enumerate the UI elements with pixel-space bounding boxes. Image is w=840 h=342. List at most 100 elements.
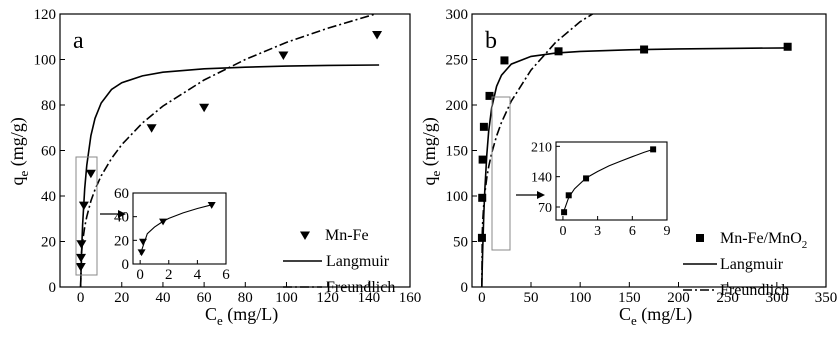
- y-tick-label: 80: [41, 98, 56, 114]
- inset-y-tick-label: 210: [531, 140, 552, 155]
- panel-label: b: [485, 28, 497, 54]
- x-axis-label-base: C: [619, 304, 631, 324]
- x-axis-label: Ce (mg/L): [205, 304, 278, 328]
- inset-x-tick-label: 3: [594, 224, 601, 239]
- x-tick-label: 140: [358, 290, 381, 306]
- inset-data-point: [583, 175, 590, 182]
- legend-label-text: Mn-Fe: [325, 227, 369, 244]
- plot-frame: [59, 13, 411, 288]
- y-tick-label: 100: [34, 53, 57, 69]
- data-point: [278, 51, 289, 60]
- legend-label: Freundlich: [326, 279, 395, 296]
- inset-data-point: [207, 202, 216, 209]
- data-point: [78, 201, 89, 211]
- x-tick-label: 350: [815, 290, 838, 306]
- x-tick-label: 20: [114, 290, 129, 306]
- x-tick-label: 50: [524, 290, 539, 306]
- langmuir-fit-line: [481, 47, 789, 287]
- data-point: [500, 56, 509, 65]
- y-axis-label-sub: e: [428, 171, 443, 177]
- y-axis-label: qe (mg/g): [7, 117, 31, 185]
- inset-data-point: [565, 192, 572, 199]
- freundlich-fit-line: [79, 14, 379, 287]
- y-tick-label: 150: [446, 144, 469, 160]
- inset-y-tick-label: 140: [531, 171, 552, 186]
- data-point: [199, 103, 210, 113]
- inset-frame: [555, 141, 668, 221]
- x-tick-label: 40: [155, 290, 170, 306]
- data-point: [477, 233, 486, 242]
- data-point: [75, 263, 86, 272]
- inset-y-tick-label: 60: [114, 186, 129, 202]
- y-tick-label: 0: [461, 280, 469, 296]
- data-point: [372, 30, 383, 40]
- zoom-arrow-head: [537, 191, 545, 199]
- x-axis-label-sub: e: [631, 313, 637, 328]
- inset-data-point: [139, 238, 148, 246]
- data-point: [640, 45, 649, 54]
- zoom-region-box: [75, 156, 98, 276]
- inset-x-tick-label: 0: [136, 267, 144, 283]
- legend-label-sub: 2: [802, 239, 808, 251]
- legend-label: Mn-Fe/MnO2: [720, 230, 807, 251]
- x-axis-label-sub: e: [217, 313, 223, 328]
- inset-data-point: [650, 146, 657, 153]
- y-tick-label: 300: [446, 7, 469, 23]
- legend-marker: [696, 234, 704, 242]
- y-tick-label: 120: [34, 7, 57, 23]
- x-axis-label: Ce (mg/L): [619, 304, 692, 328]
- y-tick-label: 20: [41, 235, 56, 251]
- data-point: [76, 253, 86, 263]
- x-tick-label: 150: [618, 290, 641, 306]
- inset-x-tick-label: 0: [559, 224, 566, 239]
- inset-y-tick-label: 40: [114, 210, 129, 226]
- inset-x-tick-label: 4: [194, 267, 202, 283]
- y-tick-label: 60: [41, 144, 56, 160]
- panel-label: a: [73, 28, 84, 54]
- y-axis-label: qe (mg/g): [419, 117, 443, 185]
- x-tick-label: 100: [275, 290, 298, 306]
- y-axis-label-base: q: [419, 177, 439, 186]
- data-point: [85, 169, 96, 179]
- legend-label: Mn-Fe: [325, 227, 369, 244]
- x-tick-label: 120: [316, 290, 339, 306]
- inset-x-tick-label: 2: [165, 267, 173, 283]
- zoom-region-box: [491, 96, 511, 251]
- legend-label-text: Mn-Fe/MnO: [720, 230, 802, 247]
- data-point: [76, 240, 87, 249]
- y-tick-label: 250: [446, 53, 469, 69]
- zoom-arrow-head: [118, 210, 126, 218]
- y-axis-label-sub: e: [16, 171, 31, 177]
- x-tick-label: 100: [569, 290, 592, 306]
- inset-y-tick-label: 0: [122, 257, 130, 273]
- legend-label: Freundlich: [720, 282, 789, 299]
- x-tick-label: 0: [77, 290, 85, 306]
- y-tick-label: 200: [446, 98, 469, 114]
- inset-data-point: [561, 209, 568, 216]
- data-point: [485, 91, 494, 100]
- data-point: [783, 42, 792, 51]
- y-tick-label: 100: [446, 189, 469, 205]
- y-tick-label: 50: [453, 235, 468, 251]
- x-tick-label: 80: [238, 290, 253, 306]
- data-point: [479, 122, 488, 131]
- y-tick-label: 0: [49, 280, 57, 296]
- x-axis-label-base: C: [205, 304, 217, 324]
- x-tick-label: 300: [766, 290, 789, 306]
- y-axis-label-unit: (mg/g): [419, 117, 440, 171]
- langmuir-fit-line: [79, 64, 380, 287]
- inset-y-tick-label: 20: [114, 233, 129, 249]
- data-point: [478, 155, 487, 164]
- inset-x-tick-label: 9: [664, 224, 671, 239]
- inset-x-tick-label: 6: [629, 224, 636, 239]
- data-point: [478, 193, 487, 202]
- inset-data-point: [137, 249, 146, 257]
- x-tick-label: 250: [716, 290, 739, 306]
- legend-label: Langmuir: [326, 253, 390, 270]
- freundlich-fit-line: [481, 14, 595, 287]
- y-tick-label: 40: [41, 189, 56, 205]
- inset-y-tick-label: 70: [538, 201, 552, 216]
- x-axis-label-unit: (mg/L): [223, 304, 279, 325]
- x-tick-label: 0: [478, 290, 486, 306]
